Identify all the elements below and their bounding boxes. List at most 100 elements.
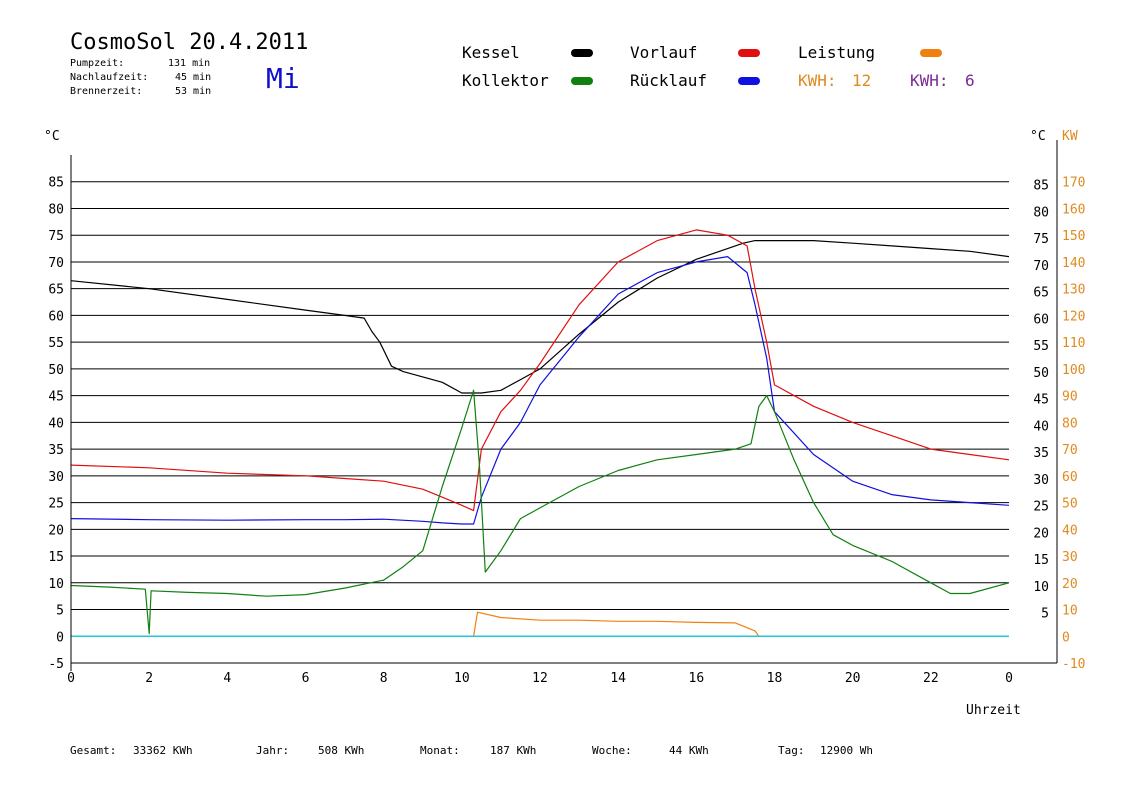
nachlaufzeit-label: Nachlaufzeit:	[70, 72, 149, 83]
series-line-kessel	[70, 240, 1010, 394]
kwh-b-value: 6	[965, 71, 975, 90]
y-tick-label-right-c: 10	[1033, 580, 1049, 595]
y-tick-label-right-kw: 110	[1062, 336, 1085, 351]
x-tick-label: 0	[1005, 671, 1013, 686]
pumpzeit-value: 131 min	[168, 58, 211, 69]
x-tick-label: 14	[610, 671, 626, 686]
y-tick-label-left: 40	[48, 416, 64, 431]
y-tick-label-left: 75	[48, 229, 64, 244]
y-tick-label-right-c: 80	[1033, 205, 1049, 220]
y-tick-label-right-c: 30	[1033, 473, 1049, 488]
x-axis-label: Uhrzeit	[966, 703, 1021, 718]
legend-leistung-label: Leistung	[798, 43, 876, 62]
legend-kollektor-label: Kollektor	[462, 71, 549, 90]
y-axis-unit-right: °C	[1030, 129, 1046, 144]
y-tick-label-right-c: 50	[1033, 366, 1049, 381]
y-tick-label-left: 10	[48, 577, 64, 592]
y-tick-label-left: 5	[56, 604, 64, 619]
y-tick-label-left: 30	[48, 470, 64, 485]
y-tick-label-right-kw: 20	[1062, 577, 1078, 592]
footer-gesamt-value: 33362 KWh	[133, 744, 193, 757]
y-tick-label-right-kw: 40	[1062, 523, 1078, 538]
y-tick-label-right-kw: 140	[1062, 256, 1085, 271]
y-tick-label-left: -5	[48, 657, 64, 672]
y-tick-label-left: 55	[48, 336, 64, 351]
legend-kessel-swatch	[571, 49, 593, 57]
y-tick-label-left: 15	[48, 550, 64, 565]
y-tick-label-left: 80	[48, 202, 64, 217]
legend-ruecklauf-label: Rücklauf	[630, 71, 708, 90]
y-axis-unit-left: °C	[44, 129, 60, 144]
y-tick-label-right-kw: 100	[1062, 363, 1085, 378]
x-tick-label: 10	[454, 671, 470, 686]
x-tick-label: 6	[302, 671, 310, 686]
y-tick-label-right-c: 5	[1041, 607, 1049, 622]
y-tick-label-right-kw: 120	[1062, 309, 1085, 324]
kwh-b-label: KWH:	[910, 71, 949, 90]
y-tick-label-left: 0	[56, 630, 64, 645]
y-tick-label-right-c: 65	[1033, 286, 1049, 301]
y-tick-label-left: 65	[48, 283, 64, 298]
y-axis-unit-kw: KW	[1062, 129, 1078, 144]
nachlaufzeit-value: 45 min	[175, 72, 212, 83]
y-tick-label-right-c: 70	[1033, 259, 1049, 274]
footer-woche-label: Woche:	[592, 744, 632, 757]
footer-jahr-value: 508 KWh	[318, 744, 365, 757]
footer-woche-value: 44 KWh	[669, 744, 709, 757]
series-line-leistung	[71, 611, 1009, 637]
y-tick-label-right-c: 60	[1033, 312, 1049, 327]
y-tick-label-right-kw: 150	[1062, 229, 1085, 244]
brennerzeit-label: Brennerzeit:	[70, 86, 143, 97]
y-tick-label-right-kw: 70	[1062, 443, 1078, 458]
x-tick-label: 2	[145, 671, 153, 686]
x-tick-label: 18	[767, 671, 783, 686]
footer-gesamt-label: Gesamt:	[70, 744, 117, 757]
x-tick-label: 0	[67, 671, 75, 686]
footer-jahr-label: Jahr:	[256, 744, 290, 757]
footer-monat-label: Monat:	[420, 744, 460, 757]
x-tick-label: 16	[689, 671, 705, 686]
x-tick-label: 22	[923, 671, 939, 686]
chart-title: CosmoSol 20.4.2011	[70, 30, 309, 55]
y-tick-label-left: 85	[48, 176, 64, 191]
legend-kessel-label: Kessel	[462, 43, 520, 62]
series-line-rücklauf	[70, 256, 1010, 525]
y-tick-label-right-c: 35	[1033, 446, 1049, 461]
y-tick-label-right-c: 40	[1033, 419, 1049, 434]
footer-tag-value: 12900 Wh	[820, 744, 873, 757]
y-tick-label-left: 70	[48, 256, 64, 271]
y-tick-label-right-c: 45	[1033, 393, 1049, 408]
x-tick-label: 20	[845, 671, 861, 686]
y-tick-label-left: 25	[48, 497, 64, 512]
footer-tag-label: Tag:	[778, 744, 805, 757]
y-tick-label-left: 20	[48, 523, 64, 538]
y-tick-label-left: 35	[48, 443, 64, 458]
y-tick-label-right-kw: 130	[1062, 283, 1085, 298]
y-tick-label-right-kw: 60	[1062, 470, 1078, 485]
y-tick-label-right-c: 15	[1033, 553, 1049, 568]
series-line-kollektor	[70, 389, 1010, 635]
y-tick-label-left: 45	[48, 390, 64, 405]
legend-vorlauf-swatch	[738, 49, 760, 57]
legend-kollektor-swatch	[571, 77, 593, 85]
kwh-a-value: 12	[852, 71, 872, 90]
y-tick-label-right-kw: 50	[1062, 497, 1078, 512]
x-tick-label: 12	[532, 671, 548, 686]
y-tick-label-right-c: 20	[1033, 526, 1049, 541]
legend-ruecklauf-swatch	[738, 77, 760, 85]
y-tick-label-right-c: 75	[1033, 232, 1049, 247]
y-tick-label-right-kw: 80	[1062, 416, 1078, 431]
y-tick-label-left: 50	[48, 363, 64, 378]
series-line-vorlauf	[70, 229, 1010, 512]
y-tick-label-right-kw: 170	[1062, 176, 1085, 191]
x-tick-label: 4	[223, 671, 231, 686]
y-tick-label-left: 60	[48, 309, 64, 324]
y-tick-label-right-kw: 160	[1062, 202, 1085, 217]
x-tick-label: 8	[380, 671, 388, 686]
y-tick-label-right-kw: -10	[1062, 657, 1085, 672]
y-tick-label-right-kw: 90	[1062, 390, 1078, 405]
legend-vorlauf-label: Vorlauf	[630, 43, 698, 62]
y-tick-label-right-kw: 10	[1062, 604, 1078, 619]
brennerzeit-value: 53 min	[175, 86, 212, 97]
y-tick-label-right-kw: 0	[1062, 630, 1070, 645]
